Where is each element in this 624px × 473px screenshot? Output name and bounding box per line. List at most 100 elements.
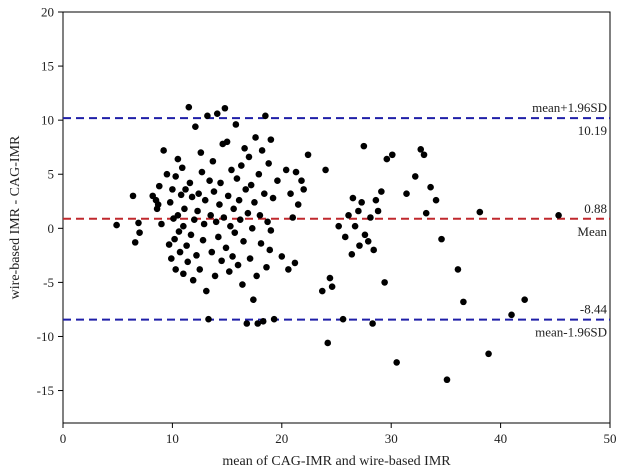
data-point [165, 241, 173, 248]
data-point [411, 173, 419, 180]
data-point [438, 235, 445, 243]
data-point [367, 214, 374, 221]
x-axis: 0 10 20 30 40 50 [60, 423, 617, 446]
data-point [185, 103, 193, 111]
data-point [199, 236, 207, 244]
reference-label-mean-top: 0.88 [584, 201, 607, 216]
data-point [383, 155, 391, 163]
data-point [207, 212, 214, 219]
data-point [196, 266, 204, 273]
data-point [168, 255, 175, 262]
data-point [158, 220, 165, 228]
data-point [221, 104, 229, 112]
data-point [454, 266, 462, 273]
plot-area [62, 11, 611, 424]
data-point [182, 186, 189, 193]
data-point [294, 201, 302, 208]
data-point [364, 237, 372, 245]
data-point [176, 248, 184, 256]
data-point [188, 193, 196, 201]
data-point [171, 235, 178, 243]
data-points [113, 103, 562, 384]
data-point [230, 205, 237, 213]
data-point [521, 296, 528, 304]
data-point [180, 222, 187, 230]
y-tick-label: 20 [41, 5, 54, 20]
data-point [205, 315, 212, 323]
y-tick-label: 15 [41, 59, 54, 74]
data-point [222, 244, 230, 252]
data-point [242, 186, 249, 193]
x-tick-label: 10 [166, 431, 179, 446]
data-point [136, 229, 143, 236]
data-point [345, 212, 352, 219]
x-tick-label: 50 [604, 431, 617, 446]
data-point [129, 192, 137, 200]
data-point [254, 320, 262, 327]
data-point [356, 242, 363, 249]
reference-lines [63, 117, 610, 321]
plot-frame [62, 11, 611, 424]
data-point [178, 164, 186, 172]
data-point [174, 155, 182, 163]
data-point [236, 216, 244, 223]
data-point [255, 170, 263, 178]
data-point [374, 207, 382, 215]
data-point [251, 199, 258, 206]
data-point [192, 123, 199, 130]
data-point [324, 339, 332, 347]
data-point [287, 190, 294, 198]
data-point [476, 208, 484, 216]
data-point [369, 320, 376, 327]
data-point [256, 212, 264, 219]
data-point [351, 222, 359, 230]
data-point [180, 270, 187, 278]
data-point [289, 214, 297, 221]
data-point [217, 179, 224, 187]
data-point [252, 134, 259, 141]
data-point [420, 151, 428, 159]
data-point [174, 212, 182, 219]
data-point [213, 110, 221, 117]
data-point [160, 147, 167, 154]
data-point [304, 151, 312, 159]
data-point [460, 298, 467, 306]
data-point [239, 281, 246, 288]
data-point [200, 220, 208, 228]
data-point [229, 253, 236, 260]
data-point [250, 296, 257, 304]
data-point [223, 138, 231, 146]
data-point [155, 182, 163, 190]
data-point [326, 274, 334, 282]
data-point [238, 162, 245, 169]
data-point [177, 191, 185, 199]
y-tick-label: 5 [48, 167, 55, 182]
data-point [322, 166, 329, 174]
data-point [355, 207, 362, 215]
data-point [209, 157, 217, 165]
data-point [193, 252, 200, 259]
data-point [335, 222, 342, 230]
data-point [183, 242, 190, 249]
data-point [555, 212, 562, 219]
data-point [198, 168, 206, 176]
data-point [270, 315, 278, 323]
data-point [417, 146, 425, 153]
data-point [194, 207, 201, 215]
reference-label-lower-top: -8.44 [580, 302, 608, 317]
data-point [422, 209, 430, 217]
data-point [258, 147, 266, 154]
data-point [227, 222, 234, 230]
data-point [257, 240, 265, 247]
data-point [240, 237, 247, 245]
data-point [210, 188, 218, 195]
data-point [508, 311, 515, 319]
data-point [175, 228, 183, 235]
data-point [298, 177, 305, 185]
data-point [172, 266, 179, 273]
data-point [187, 231, 195, 239]
data-point [113, 221, 120, 229]
data-point [341, 233, 349, 241]
data-point [211, 272, 219, 280]
data-point [172, 173, 179, 180]
